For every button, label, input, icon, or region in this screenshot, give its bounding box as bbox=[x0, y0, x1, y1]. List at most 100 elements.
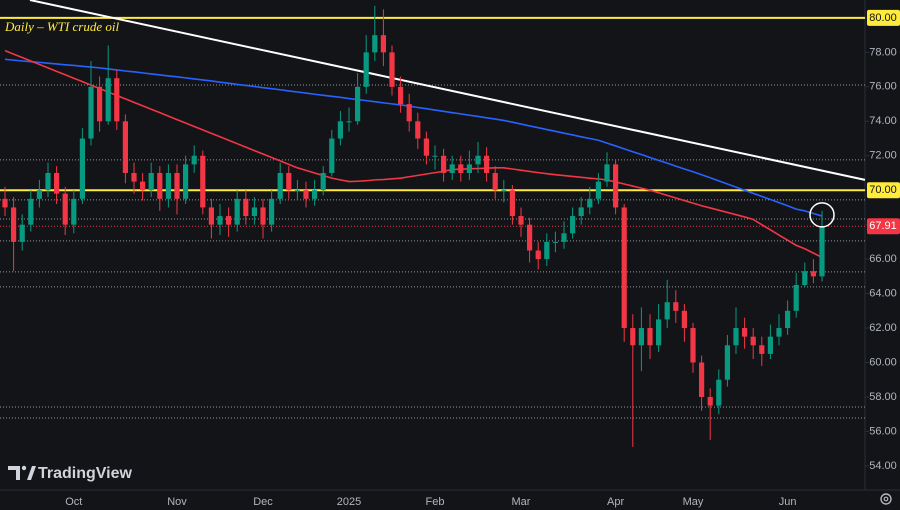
candle-body bbox=[208, 207, 214, 225]
candle-body bbox=[466, 164, 472, 173]
candle-body bbox=[415, 121, 421, 139]
candle-body bbox=[97, 86, 103, 122]
candle-body bbox=[535, 250, 541, 260]
candle-body bbox=[449, 164, 455, 173]
y-tick-label: 66.00 bbox=[869, 253, 897, 265]
candle-body bbox=[105, 78, 111, 122]
candle-body bbox=[183, 164, 189, 199]
y-tick-label: 62.00 bbox=[869, 322, 897, 334]
moving-average bbox=[4, 49, 823, 259]
candle-body bbox=[716, 379, 722, 406]
candle-body bbox=[277, 172, 283, 199]
candle-body bbox=[664, 302, 670, 320]
x-tick-label: Dec bbox=[253, 496, 273, 508]
candle-body bbox=[613, 164, 619, 208]
candle-body bbox=[337, 121, 343, 139]
candle-body bbox=[88, 86, 94, 139]
x-tick-label: Jun bbox=[779, 496, 797, 508]
watermark-logo: TradingView bbox=[8, 465, 133, 482]
candle-body bbox=[759, 345, 765, 354]
candle-body bbox=[690, 328, 696, 363]
candle-body bbox=[785, 310, 791, 329]
y-tick-label: 78.00 bbox=[869, 46, 897, 58]
candle-body bbox=[320, 172, 326, 191]
candle-body bbox=[681, 310, 687, 329]
candle-body bbox=[527, 224, 533, 251]
candle-body bbox=[294, 190, 300, 192]
candle-body bbox=[36, 190, 42, 199]
candle-body bbox=[217, 216, 223, 225]
moving-average bbox=[4, 58, 823, 217]
settings-icon[interactable] bbox=[880, 493, 892, 505]
candle-body bbox=[372, 35, 378, 53]
candle-body bbox=[673, 302, 679, 311]
x-tick-label: 2025 bbox=[337, 496, 361, 508]
candle-body bbox=[767, 336, 773, 354]
candle-body bbox=[174, 172, 180, 199]
settings-gear-hub[interactable] bbox=[883, 496, 889, 502]
candle-body bbox=[699, 362, 705, 397]
candle-body bbox=[286, 172, 292, 191]
settings-gear[interactable] bbox=[880, 493, 892, 505]
candle-body bbox=[552, 241, 558, 243]
candle-body bbox=[363, 52, 369, 87]
candle-body bbox=[578, 207, 584, 217]
x-tick-label: Mar bbox=[512, 496, 531, 508]
x-tick-label: Oct bbox=[65, 496, 82, 508]
y-tick-label: 64.00 bbox=[869, 287, 897, 299]
candle-body bbox=[191, 155, 197, 165]
candle-body bbox=[724, 345, 730, 380]
candle-body bbox=[595, 181, 601, 199]
candle-body bbox=[200, 155, 206, 208]
y-tick-label: 60.00 bbox=[869, 356, 897, 368]
candle-body bbox=[621, 207, 627, 329]
candle-body bbox=[355, 86, 361, 122]
candle-body bbox=[544, 241, 550, 260]
candle-body bbox=[303, 190, 309, 199]
y-tick-label: 74.00 bbox=[869, 115, 897, 127]
candle-body bbox=[234, 198, 240, 225]
candle-body bbox=[458, 164, 464, 173]
x-tick-label: Feb bbox=[426, 496, 445, 508]
candle-body bbox=[11, 207, 17, 242]
y-tick-highlight bbox=[867, 182, 900, 199]
candle-body bbox=[251, 207, 257, 217]
candle-body bbox=[122, 121, 128, 173]
candle-body bbox=[398, 86, 404, 105]
candle-body bbox=[638, 328, 644, 346]
candle-body bbox=[71, 198, 77, 225]
candle-body bbox=[140, 181, 146, 191]
candle-body bbox=[630, 328, 636, 346]
watermark: TradingView bbox=[38, 465, 133, 482]
candle-body bbox=[148, 172, 154, 191]
candle-body bbox=[62, 193, 68, 225]
candle-body bbox=[793, 284, 799, 311]
candle-body bbox=[157, 172, 163, 199]
plot-area bbox=[0, 0, 900, 491]
candle-body bbox=[707, 396, 713, 406]
candle-body bbox=[243, 198, 249, 217]
overlay: Daily – WTI crude oil TradingView 54.00 5… bbox=[4, 9, 900, 508]
candle-body bbox=[19, 224, 25, 242]
candle-body bbox=[131, 172, 137, 182]
candle-body bbox=[810, 271, 816, 277]
candle-body bbox=[604, 164, 610, 182]
candle-body bbox=[380, 35, 386, 53]
candle-body bbox=[260, 207, 266, 225]
candle-body bbox=[475, 155, 481, 165]
y-tick-label: 76.00 bbox=[869, 81, 897, 93]
candle-body bbox=[776, 328, 782, 337]
x-tick-label: May bbox=[683, 496, 704, 508]
candle-body bbox=[423, 138, 429, 156]
y-tick-label: 58.00 bbox=[869, 391, 897, 403]
candle-body bbox=[733, 328, 739, 346]
candle-body bbox=[54, 172, 60, 194]
candle-body bbox=[114, 78, 120, 122]
candle-body bbox=[484, 155, 490, 173]
candle-body bbox=[742, 328, 748, 337]
candle-body bbox=[406, 104, 412, 122]
highlight-circle bbox=[809, 202, 835, 228]
y-tick-label: 54.00 bbox=[869, 460, 897, 472]
